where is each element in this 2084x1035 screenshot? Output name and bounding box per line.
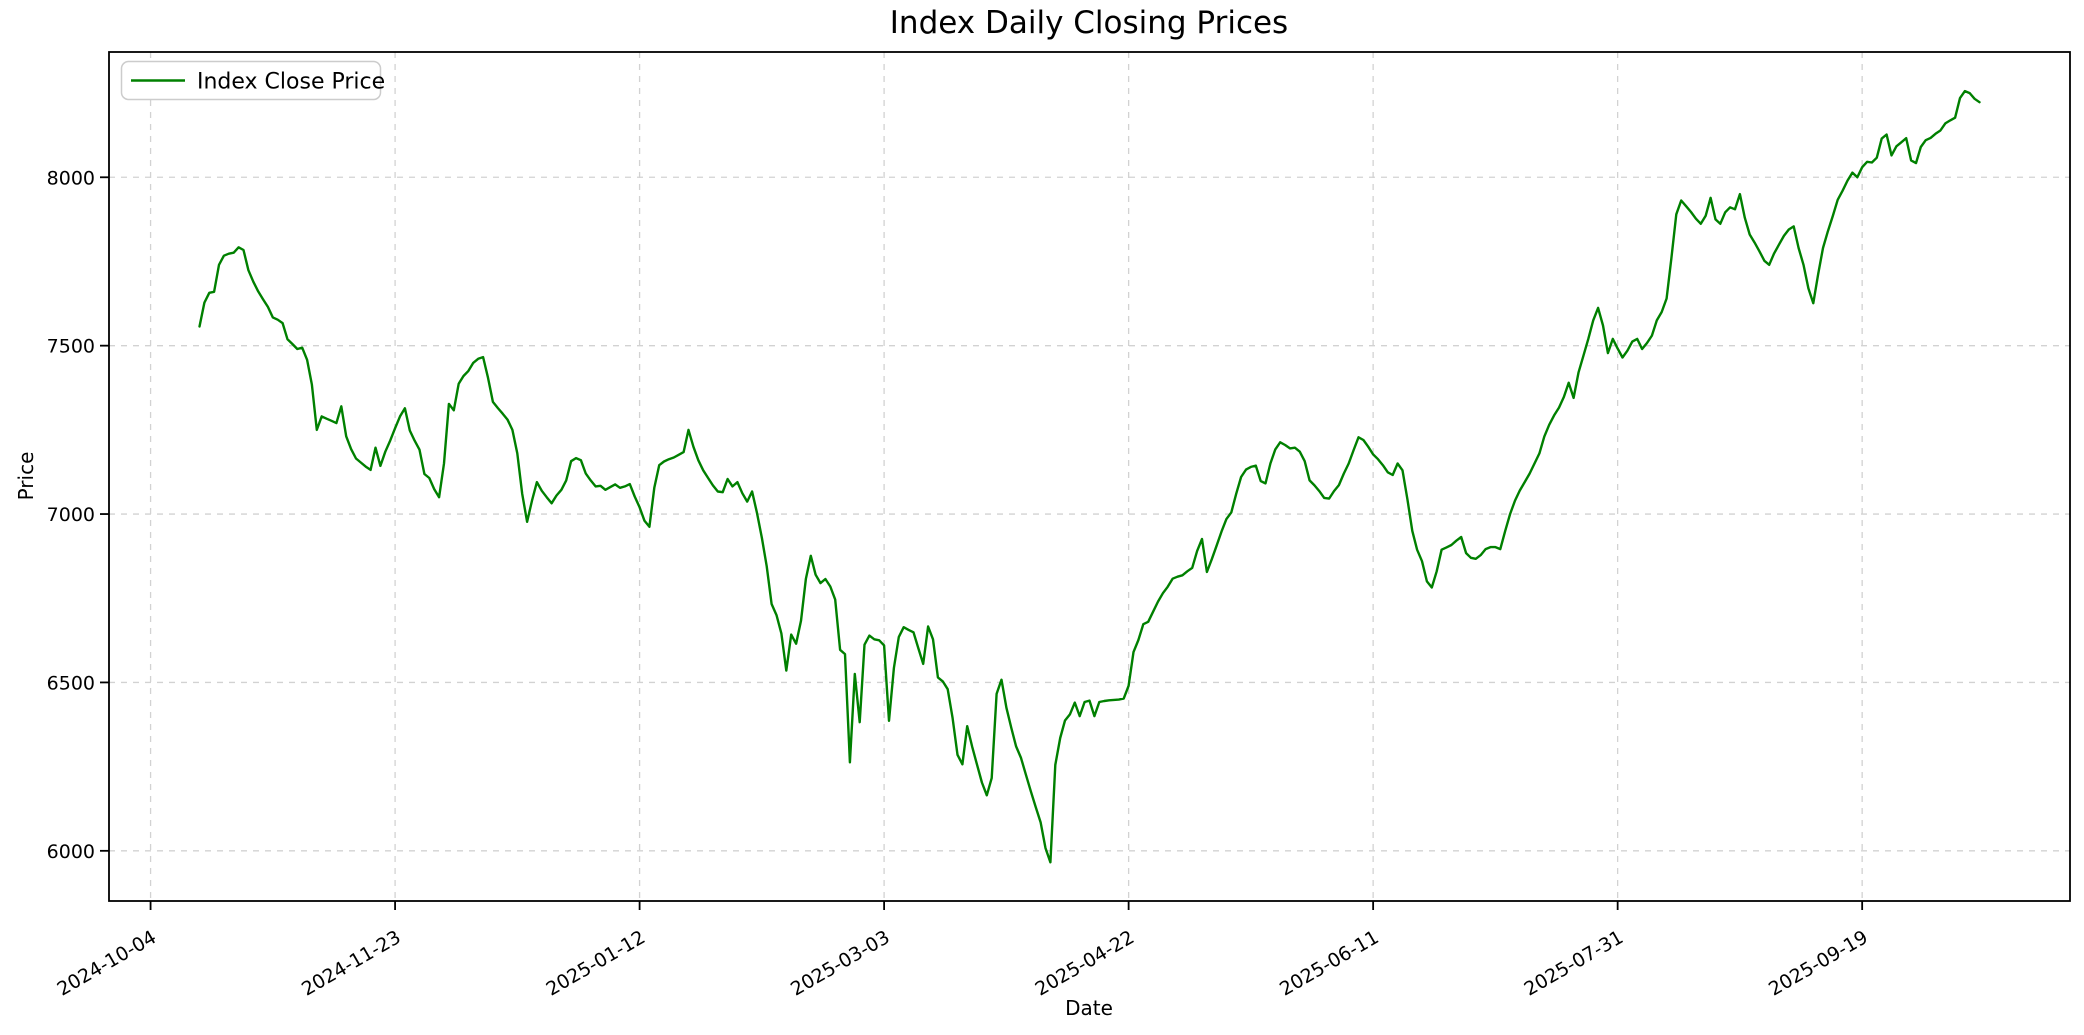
- axis-ticks: [100, 176, 1864, 910]
- plot-area-border: [108, 51, 2071, 902]
- y-axis-label: Price: [14, 452, 38, 501]
- x-tick-label: 2025-01-12: [542, 926, 649, 1000]
- chart-title: Index Daily Closing Prices: [890, 5, 1288, 41]
- x-tick-label: 2025-06-11: [1276, 926, 1383, 1000]
- tick-labels: 6000 6500 7000 7500 8000 2024-10-04 2024-11-23…: [47, 167, 1872, 1000]
- y-tick-label: 7000: [47, 504, 95, 526]
- y-tick-label: 6500: [47, 672, 95, 694]
- y-tick-label: 8000: [47, 167, 95, 189]
- x-axis-label: Date: [1065, 996, 1113, 1020]
- x-tick-label: 2025-04-22: [1031, 926, 1138, 1000]
- x-tick-label: 2025-09-19: [1765, 926, 1872, 1000]
- x-tick-label: 2025-07-31: [1521, 926, 1628, 1000]
- gridlines: [109, 52, 2070, 901]
- x-tick-label: 2024-11-23: [298, 926, 405, 1000]
- y-tick-label: 6000: [47, 841, 95, 863]
- y-tick-label: 7500: [47, 336, 95, 358]
- x-tick-label: 2025-03-03: [787, 926, 894, 1000]
- x-tick-label: 2024-10-04: [53, 926, 160, 1000]
- close-price-line: [198, 89, 1981, 864]
- legend-label: Index Close Price: [197, 70, 385, 95]
- legend-box: [120, 60, 382, 101]
- series-layer: [198, 89, 1981, 864]
- legend: Index Close Price: [120, 60, 385, 101]
